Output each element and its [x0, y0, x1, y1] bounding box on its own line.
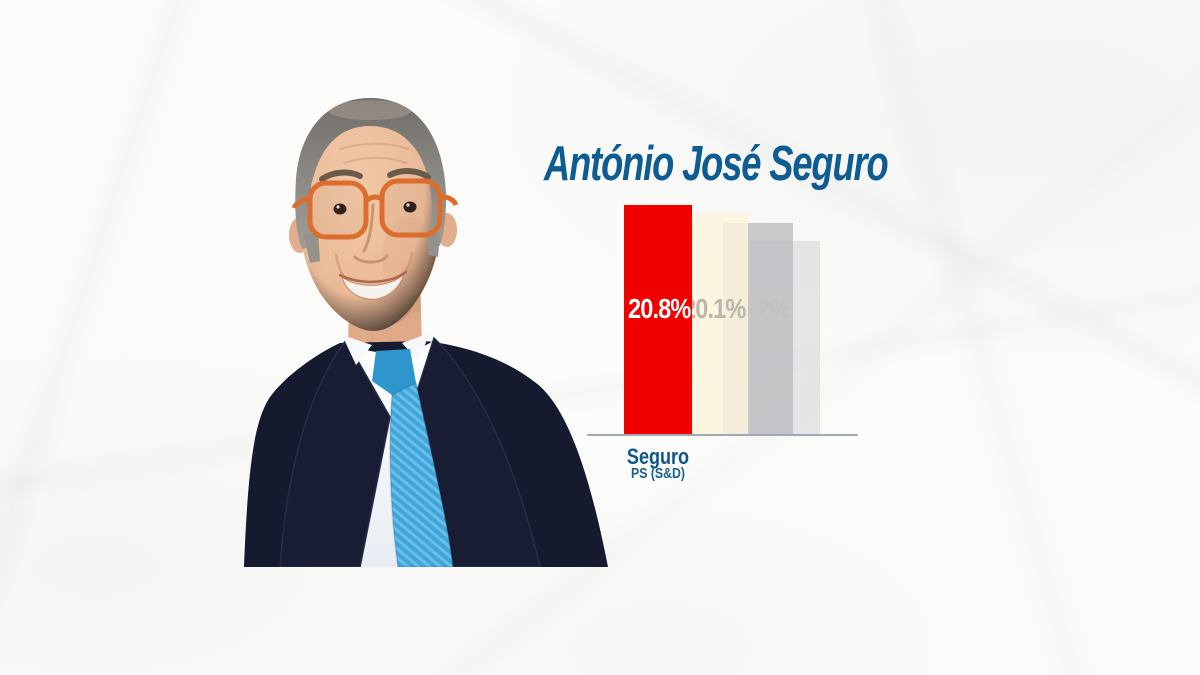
poll-value-label-previous-poll-1: 20.1%	[683, 292, 746, 324]
tie	[372, 349, 454, 567]
poll-bar-current-poll: 20.8%	[624, 205, 692, 435]
candidate-surname-label: Seguro	[626, 444, 690, 469]
candidate-name-title: António José Seguro	[544, 137, 889, 191]
hair	[295, 98, 447, 263]
candidate-portrait	[244, 98, 608, 567]
glasses-icon	[291, 178, 459, 240]
party-affiliation-label: PS (S&D)	[631, 465, 685, 482]
chart-baseline-axis	[587, 434, 858, 436]
shirt-collar	[342, 333, 430, 365]
facial-features	[319, 168, 431, 315]
poll-value-label-current-poll: 20.8%	[628, 293, 691, 324]
